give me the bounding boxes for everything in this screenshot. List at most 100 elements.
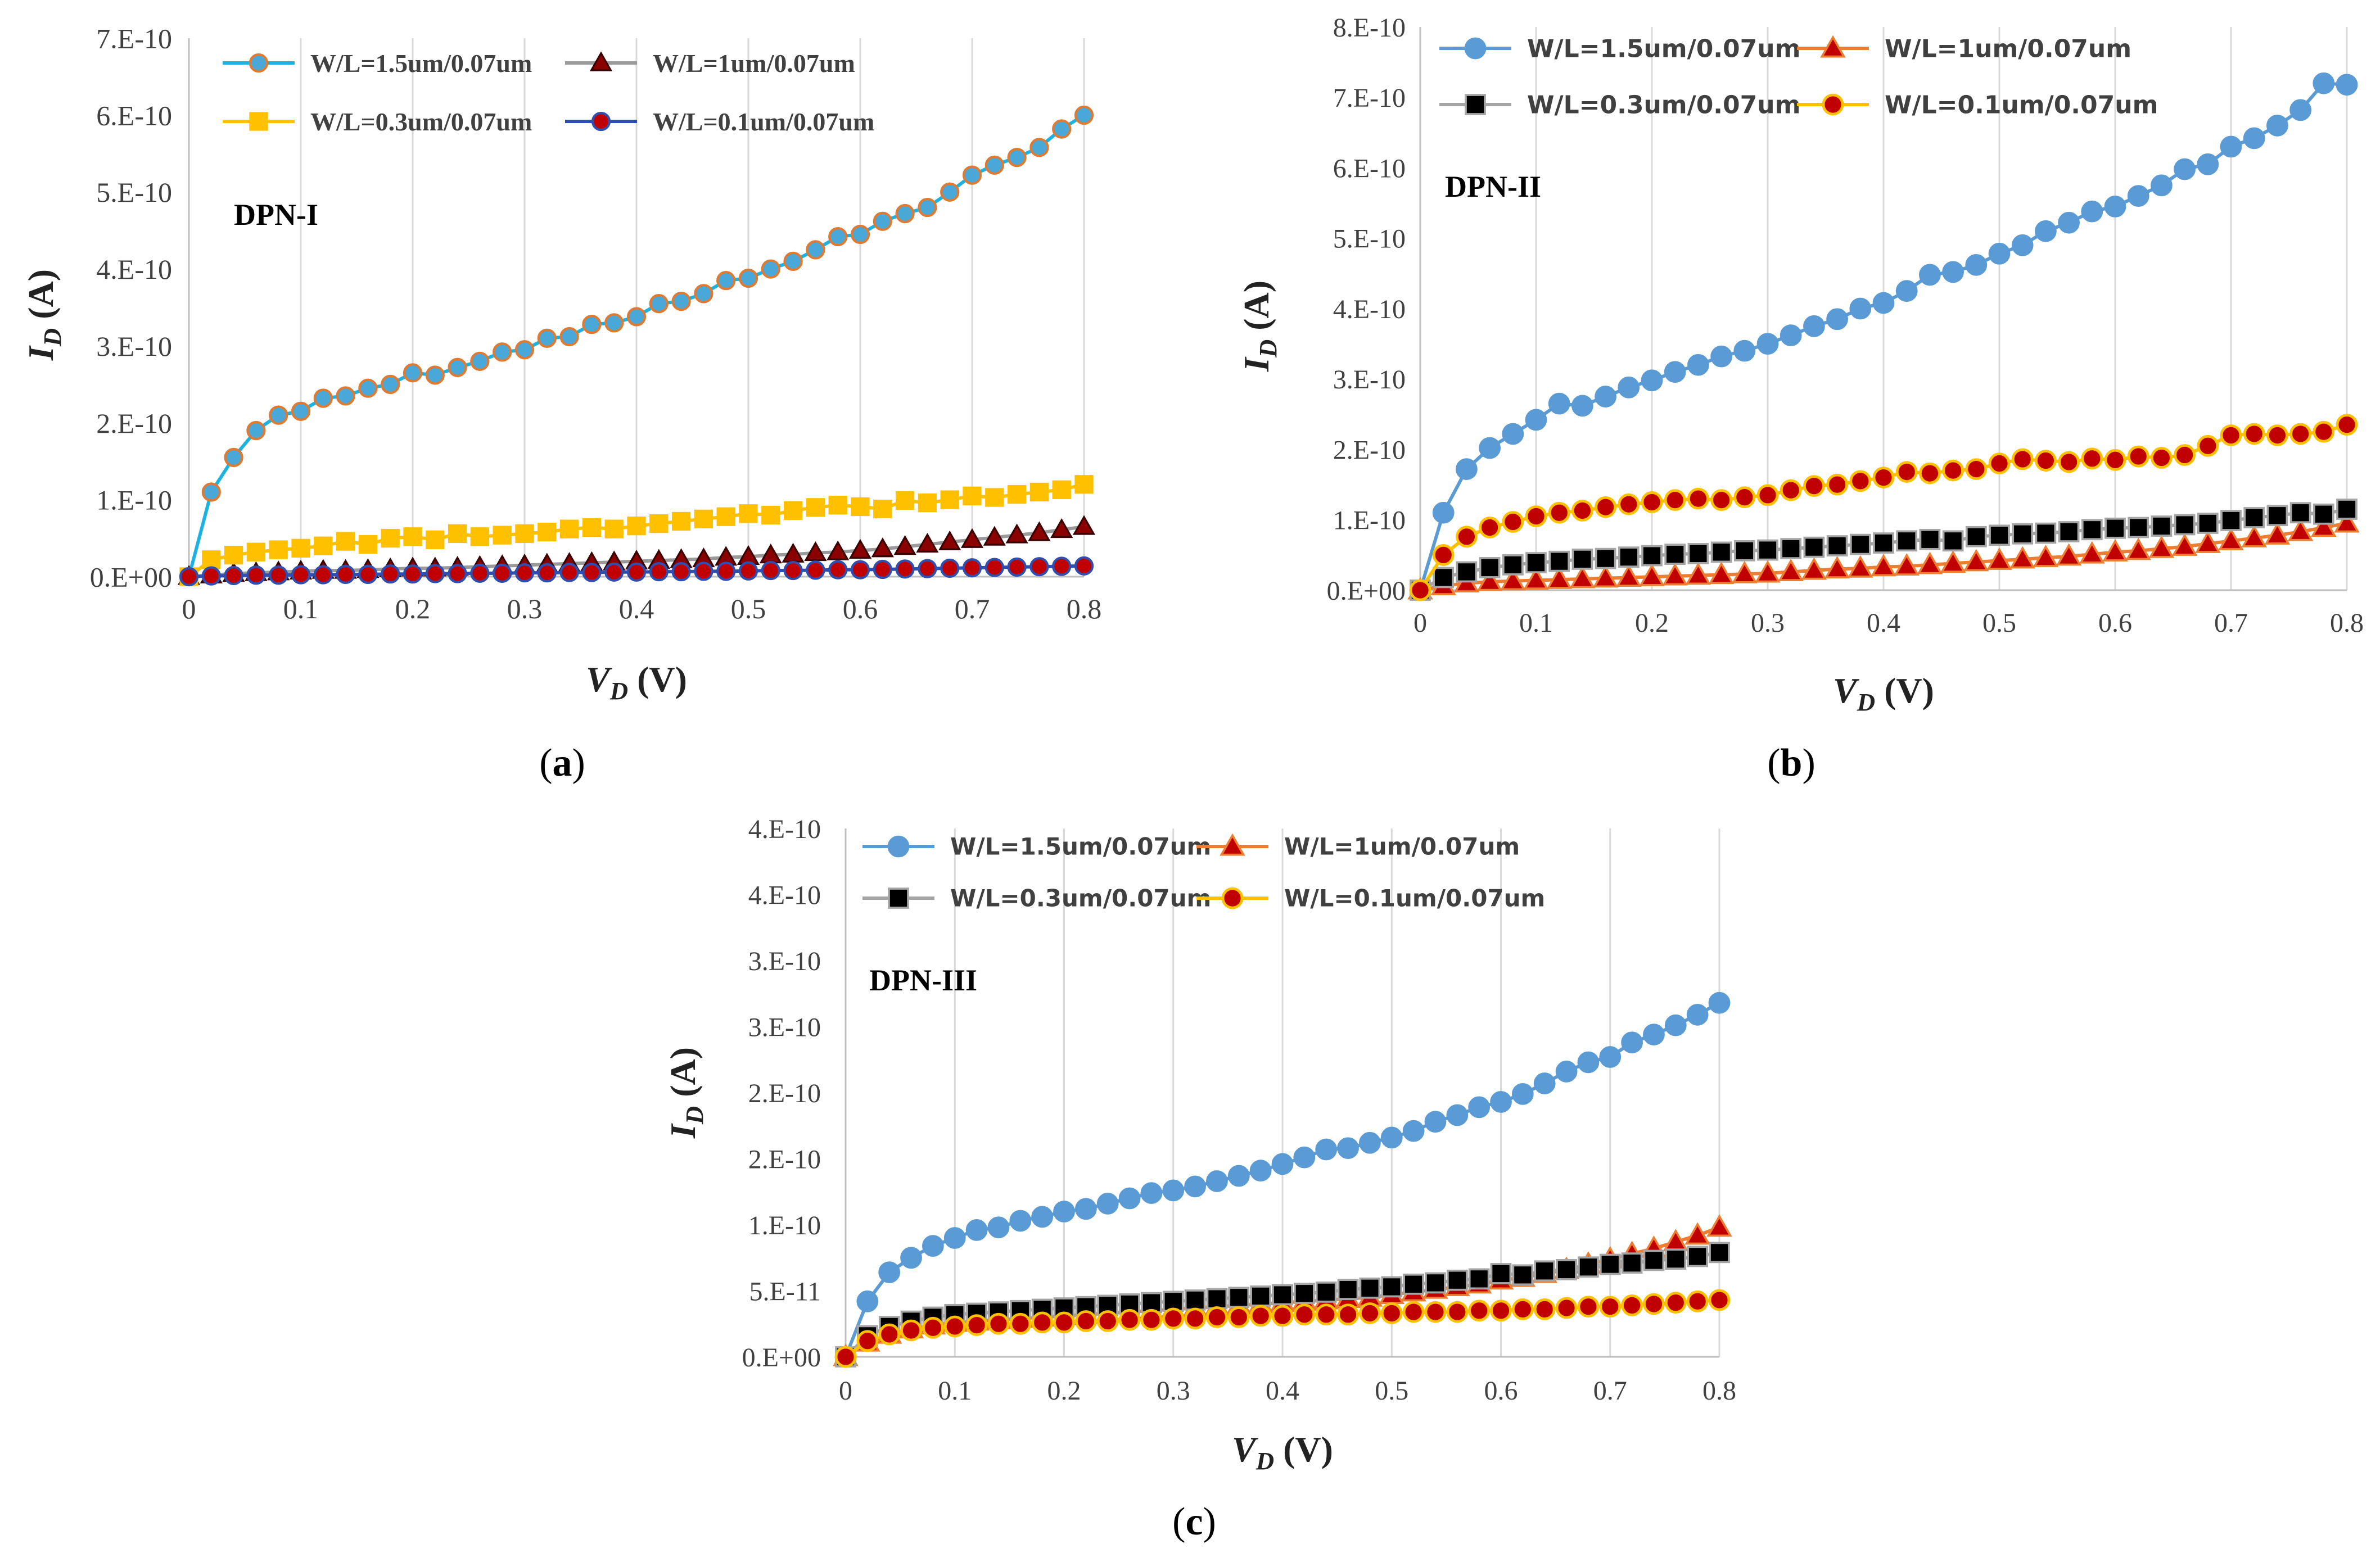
data-point — [493, 342, 512, 362]
data-point — [2058, 451, 2080, 473]
data-point — [1271, 1305, 1294, 1327]
data-point — [2220, 510, 2242, 531]
data-point — [2151, 515, 2173, 537]
x-axis-label: VD (V) — [586, 659, 687, 705]
data-point — [448, 524, 467, 544]
y-tick-label: 7.E-10 — [1333, 83, 1406, 113]
legend-swatch-marker — [1221, 887, 1244, 909]
legend: W/L=1.5um/0.07um W/L=1um/0.07um W/L=0.3um/… — [862, 833, 1545, 912]
data-point — [2313, 503, 2334, 525]
data-point — [1456, 458, 1478, 480]
data-point — [1595, 547, 1616, 569]
legend-label: W/L=0.3um/0.07um — [1527, 90, 1800, 119]
data-point — [582, 563, 602, 582]
data-point — [1337, 1137, 1359, 1160]
data-point — [1684, 1222, 1710, 1245]
data-point — [1009, 1210, 1032, 1232]
data-point — [1643, 1293, 1665, 1315]
data-point — [1028, 521, 1051, 541]
data-point — [1184, 1175, 1206, 1198]
data-point — [1826, 535, 1848, 556]
data-point — [1425, 1272, 1446, 1294]
data-point — [804, 541, 827, 562]
x-axis-label: VD (V) — [1232, 1429, 1333, 1475]
data-point — [1490, 1263, 1512, 1284]
data-point — [1848, 555, 1873, 578]
data-point — [1755, 560, 1781, 583]
data-point — [1359, 1131, 1381, 1154]
y-tick-label: 2.E-10 — [748, 1079, 821, 1108]
data-point — [965, 1314, 988, 1336]
x-tick-label: 0.8 — [1067, 593, 1102, 624]
legend-swatch-marker — [1464, 37, 1487, 60]
data-point — [1708, 562, 1735, 584]
data-point — [1476, 568, 1503, 591]
x-tick-label: 0.1 — [1519, 608, 1553, 638]
data-point — [2011, 234, 2034, 256]
data-point — [783, 560, 803, 581]
data-point — [1490, 1091, 1512, 1113]
y-tick-label: 1.E-10 — [748, 1211, 821, 1240]
data-point — [2287, 518, 2314, 541]
data-point — [1706, 1214, 1732, 1237]
data-point — [871, 537, 894, 558]
data-point — [873, 499, 892, 519]
data-point — [1424, 1111, 1447, 1133]
y-axis-label: ID (A) — [663, 1047, 708, 1139]
data-point — [1479, 557, 1501, 578]
y-tick-label: 3.E-10 — [1333, 365, 1406, 395]
y-tick-label: 3.E-10 — [96, 330, 172, 362]
data-point — [2148, 535, 2175, 558]
data-point — [850, 560, 870, 579]
x-tick-label: 0.2 — [1635, 608, 1669, 638]
data-point — [1643, 1249, 1665, 1271]
data-point — [922, 1316, 944, 1339]
data-point — [806, 498, 825, 517]
data-point — [738, 561, 758, 581]
data-point — [291, 401, 311, 421]
data-point — [514, 563, 535, 583]
data-point — [1895, 280, 1918, 302]
data-point — [2220, 135, 2242, 158]
data-point — [2151, 174, 2173, 197]
data-point — [2197, 513, 2219, 534]
data-point — [1380, 1126, 1403, 1149]
data-point — [291, 538, 310, 558]
y-tick-label: 4.E-10 — [748, 880, 821, 910]
data-point — [940, 490, 959, 509]
data-point — [984, 155, 1004, 175]
x-axis-label: VD (V) — [1833, 671, 1934, 716]
legend-item: W/L=1um/0.07um — [565, 49, 855, 78]
data-point — [448, 564, 467, 583]
x-tick-label: 0.1 — [283, 593, 319, 624]
x-tick-label: 0.6 — [2098, 608, 2132, 638]
data-point — [1206, 1288, 1228, 1310]
data-point — [2243, 507, 2265, 528]
x-tick-label: 0.4 — [619, 593, 654, 624]
data-point — [1206, 1170, 1228, 1192]
data-point — [403, 564, 423, 584]
data-point — [962, 558, 982, 578]
data-point — [1942, 459, 1964, 482]
data-point — [470, 563, 490, 583]
data-point — [1293, 1146, 1316, 1169]
x-tick-label: 0.3 — [1157, 1376, 1190, 1406]
chart-panel-a: 0.E+00 1.E-10 2.E-10 3.E-10 4.E-10 5.E-10 6.E-… — [21, 23, 1101, 705]
data-point — [739, 504, 758, 523]
data-point — [2336, 414, 2358, 436]
y-tick-label: 6.E-10 — [96, 99, 172, 131]
data-point — [873, 211, 892, 231]
data-point — [336, 564, 355, 584]
data-point — [1533, 1298, 1556, 1320]
data-point — [604, 519, 624, 538]
series-W/L=1.5um/0.07um — [1409, 72, 2358, 601]
data-point — [358, 378, 378, 398]
data-point — [381, 374, 400, 394]
data-point — [1894, 553, 1920, 576]
data-point — [1780, 324, 1802, 346]
data-point — [1053, 1201, 1075, 1223]
data-point — [1896, 530, 1918, 552]
x-tick-label: 0 — [1413, 608, 1427, 638]
data-point — [1031, 1206, 1054, 1228]
data-point — [1665, 1248, 1687, 1270]
